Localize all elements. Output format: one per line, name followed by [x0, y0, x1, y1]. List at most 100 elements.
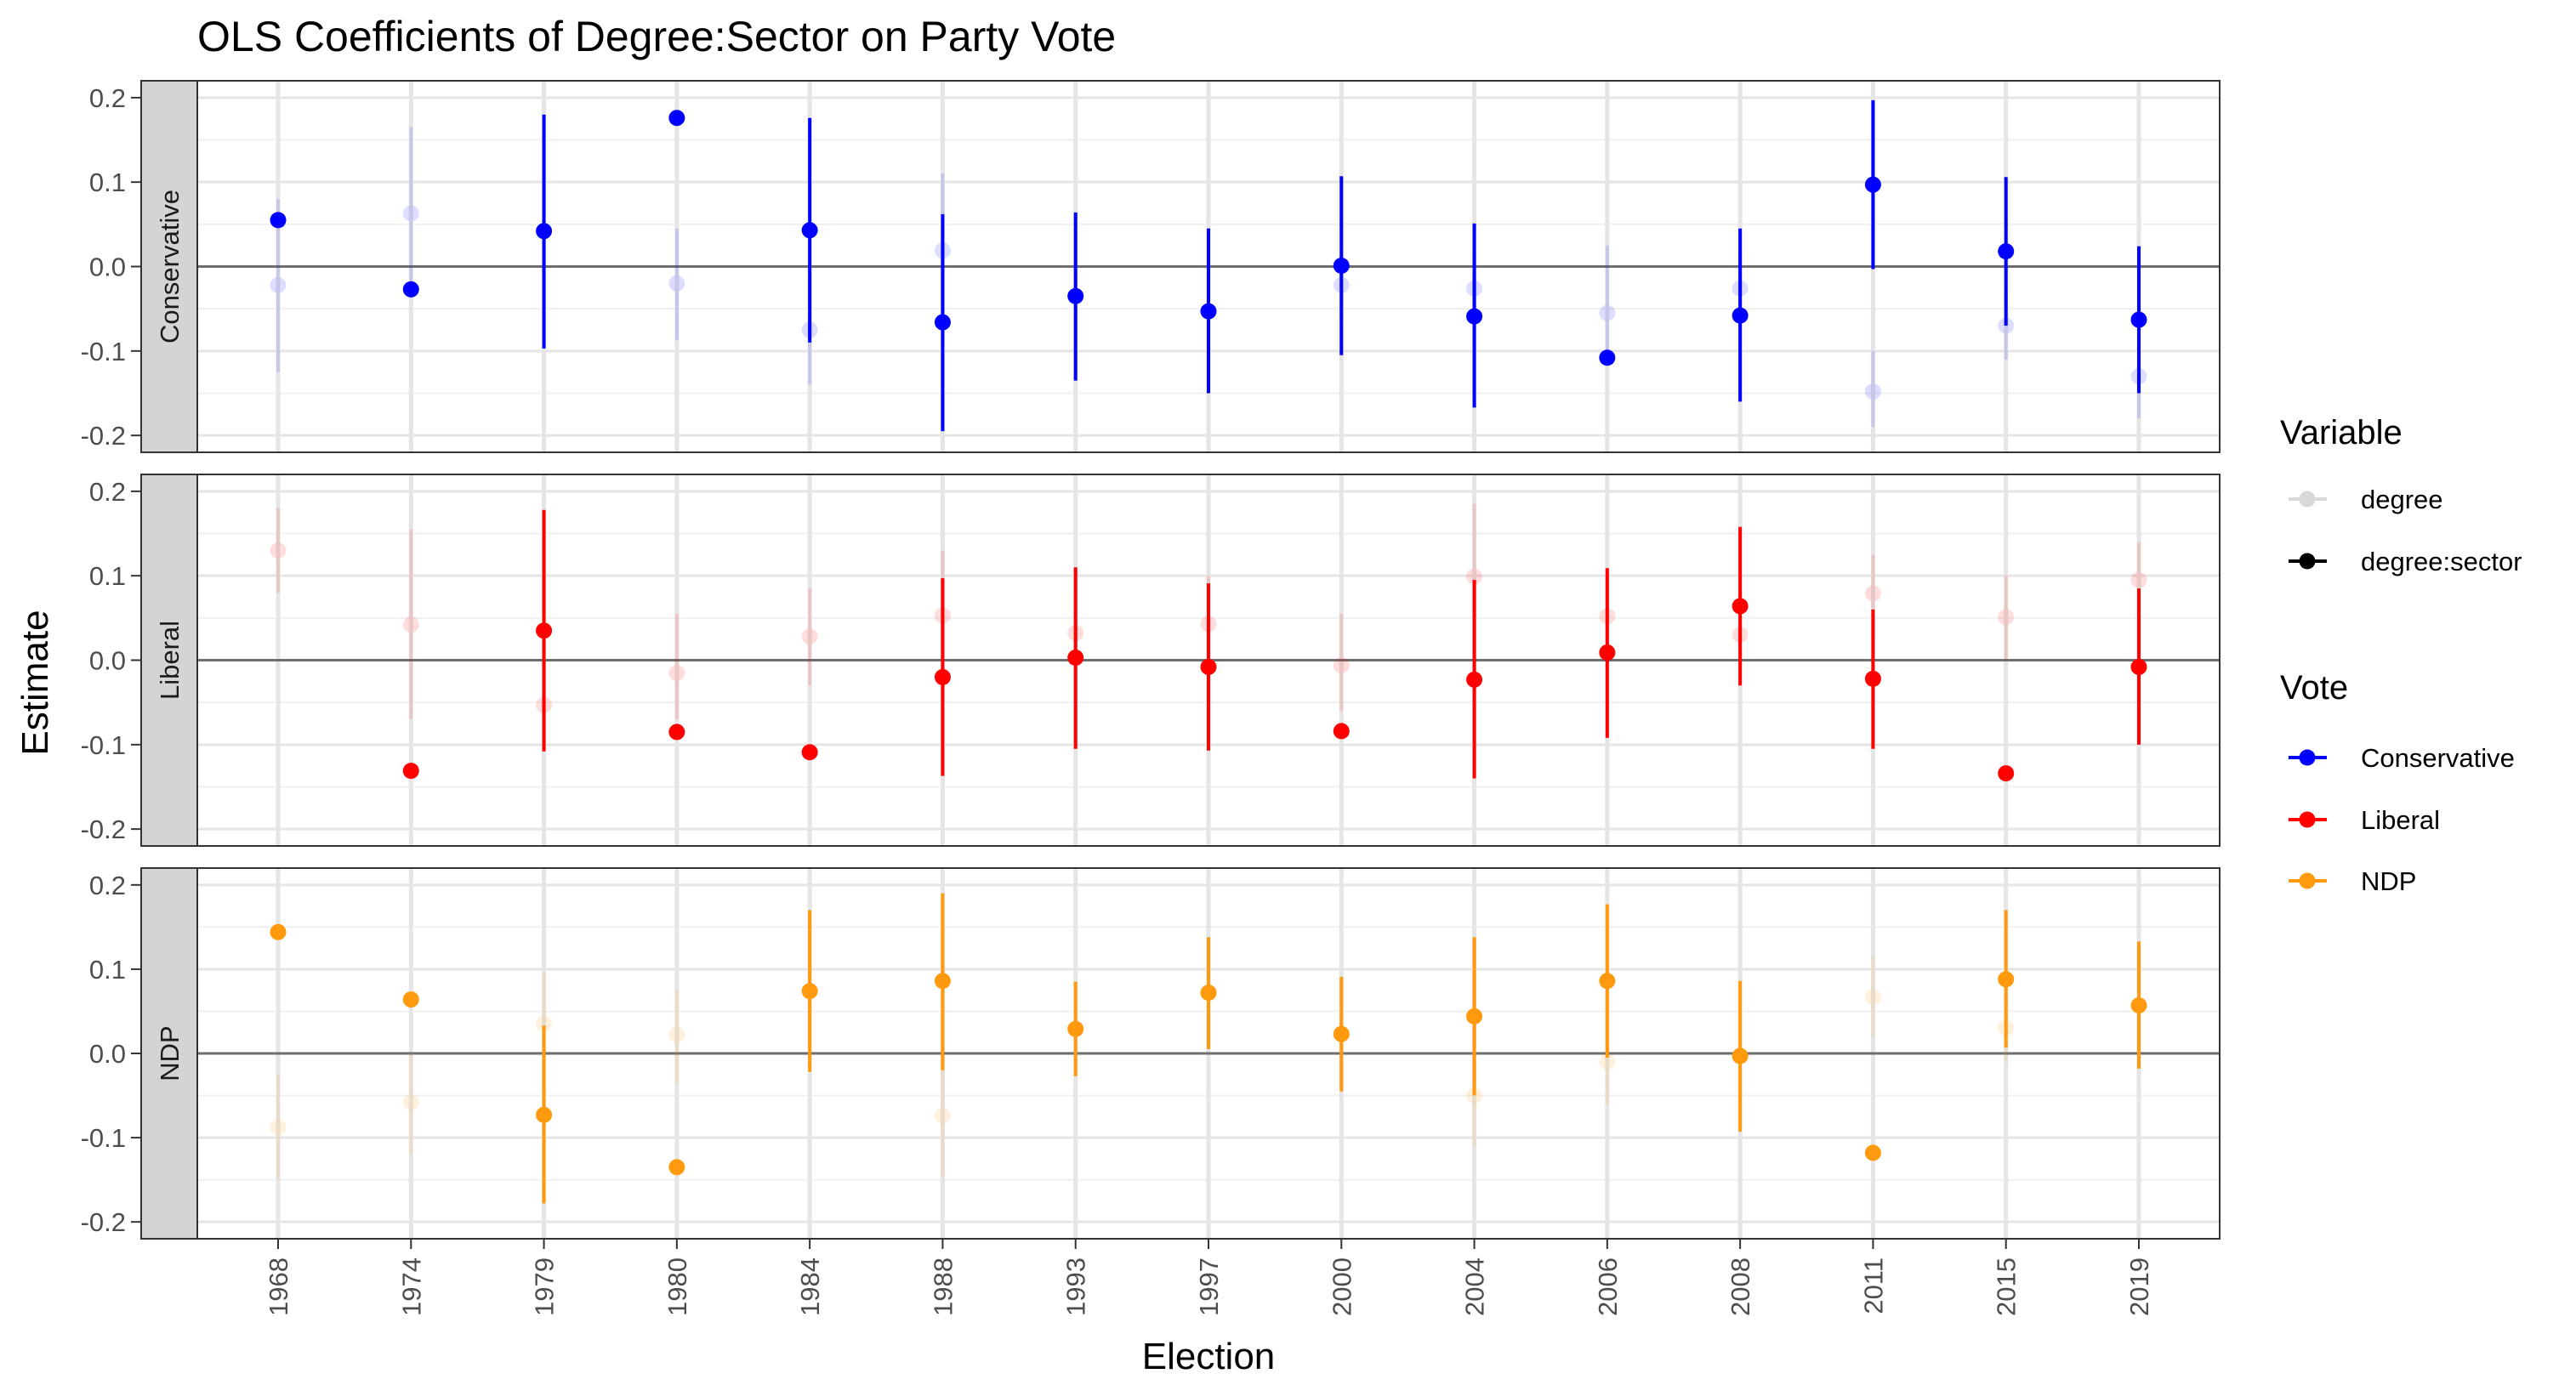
data-point: [402, 991, 419, 1008]
legend-label: degree:sector: [2361, 547, 2522, 576]
data-point: [1333, 1025, 1350, 1042]
data-point: [402, 205, 419, 222]
legend-key-point: [2299, 553, 2316, 570]
x-tick-label: 2000: [1327, 1257, 1356, 1316]
data-point: [1067, 287, 1084, 304]
facet-ndp: NDP -0.2 -0.1 0.0 0.1 0.2: [81, 867, 2221, 1240]
data-point: [536, 1106, 553, 1123]
x-tick-label: 2004: [1460, 1257, 1490, 1316]
legend-key-point: [2299, 872, 2316, 889]
legend-label: Liberal: [2361, 805, 2440, 835]
data-point: [270, 542, 287, 559]
data-point: [270, 276, 287, 293]
facet-strip: [140, 867, 198, 1240]
data-point: [1864, 383, 1881, 400]
data-point: [402, 1093, 419, 1110]
data-point: [1333, 656, 1350, 673]
legend-variable: Variable degree degree:sector: [2280, 414, 2522, 576]
data-point: [1732, 598, 1749, 615]
y-tick-label: 0.1: [89, 561, 126, 591]
y-tick-label: -0.2: [81, 815, 126, 844]
data-point: [1864, 585, 1881, 602]
y-tick-label: 0.1: [89, 167, 126, 197]
data-point: [934, 668, 951, 685]
facet-strip-label: NDP: [155, 1025, 185, 1081]
data-point: [2130, 311, 2147, 328]
data-point: [2130, 997, 2147, 1014]
x-axis-ticks: 1968 1974 1979 1980 1984 1988 1993 1997 2000 2004…: [264, 1239, 2154, 1316]
x-tick-label: 1997: [1194, 1257, 1224, 1316]
data-point: [1599, 304, 1616, 321]
y-tick-label: 0.1: [89, 955, 126, 985]
data-point: [1466, 308, 1483, 325]
data-point: [1864, 176, 1881, 193]
data-point: [1200, 985, 1217, 1002]
data-point: [668, 1026, 685, 1043]
data-point: [1732, 1047, 1749, 1064]
data-point: [801, 744, 818, 761]
data-point: [2130, 658, 2147, 675]
data-point: [1864, 989, 1881, 1006]
data-point: [536, 223, 553, 240]
data-point: [1599, 1053, 1616, 1070]
legend-key-degree-sector: [2289, 553, 2327, 570]
legend-key-point: [2299, 811, 2316, 828]
y-tick-label: 0.0: [89, 646, 126, 676]
data-point: [2130, 571, 2147, 588]
data-point: [1998, 243, 2015, 260]
data-point: [270, 923, 287, 940]
y-tick-label: 0.0: [89, 253, 126, 282]
data-point: [668, 724, 685, 741]
data-point: [402, 616, 419, 633]
data-point: [1067, 1020, 1084, 1037]
x-tick-label: 1988: [928, 1257, 958, 1316]
data-point: [801, 222, 818, 239]
data-point: [536, 1015, 553, 1032]
facet-panels: Conservative -0.2 -0.1 0.0 0.1 0.2 Liberal -0.2…: [81, 80, 2221, 1240]
x-tick-label: 1980: [662, 1257, 692, 1316]
data-point: [668, 110, 685, 127]
legend-key-point: [2299, 749, 2316, 766]
data-point: [1599, 644, 1616, 661]
data-point: [536, 622, 553, 639]
data-point: [1466, 671, 1483, 688]
data-point: [1599, 349, 1616, 366]
legend-title: Variable: [2280, 414, 2403, 451]
facet-strip-label: Conservative: [155, 190, 185, 343]
legend-label: NDP: [2361, 866, 2416, 896]
y-tick-label: -0.2: [81, 1207, 126, 1237]
panel-border: [196, 474, 2221, 847]
data-point: [801, 983, 818, 1000]
data-point: [1864, 670, 1881, 687]
facet-conservative: Conservative -0.2 -0.1 0.0 0.1 0.2: [81, 80, 2221, 453]
y-tick-label: -0.2: [81, 421, 126, 451]
data-point: [1067, 650, 1084, 667]
data-point: [1599, 973, 1616, 990]
legend-label: degree: [2361, 485, 2443, 514]
data-point: [270, 212, 287, 229]
x-tick-label: 2008: [1726, 1257, 1755, 1316]
data-point: [402, 763, 419, 780]
legend-key-degree: [2289, 491, 2327, 508]
x-tick-label: 2019: [2124, 1257, 2154, 1316]
y-tick-label: 0.2: [89, 477, 126, 507]
x-tick-label: 1968: [264, 1257, 293, 1316]
legend-key-conservative: [2289, 749, 2327, 766]
chart-title: OLS Coefficients of Degree:Sector on Par…: [197, 13, 1116, 60]
series-degree-sector: [402, 509, 2147, 782]
data-point: [1732, 307, 1749, 324]
data-point: [1466, 1008, 1483, 1025]
y-tick-label: -0.1: [81, 1123, 126, 1153]
data-point: [934, 314, 951, 331]
data-point: [934, 1107, 951, 1124]
x-tick-label: 1993: [1061, 1257, 1091, 1316]
legend-label: Conservative: [2361, 743, 2515, 773]
facet-strip: [140, 474, 198, 847]
x-axis-label: Election: [1142, 1336, 1276, 1377]
legend-key-liberal: [2289, 811, 2327, 828]
series-degree-sector: [270, 893, 2147, 1204]
facet-liberal: Liberal -0.2 -0.1 0.0 0.1 0.2: [81, 474, 2221, 847]
y-tick-label: -0.1: [81, 337, 126, 366]
x-tick-label: 2011: [1858, 1257, 1888, 1314]
